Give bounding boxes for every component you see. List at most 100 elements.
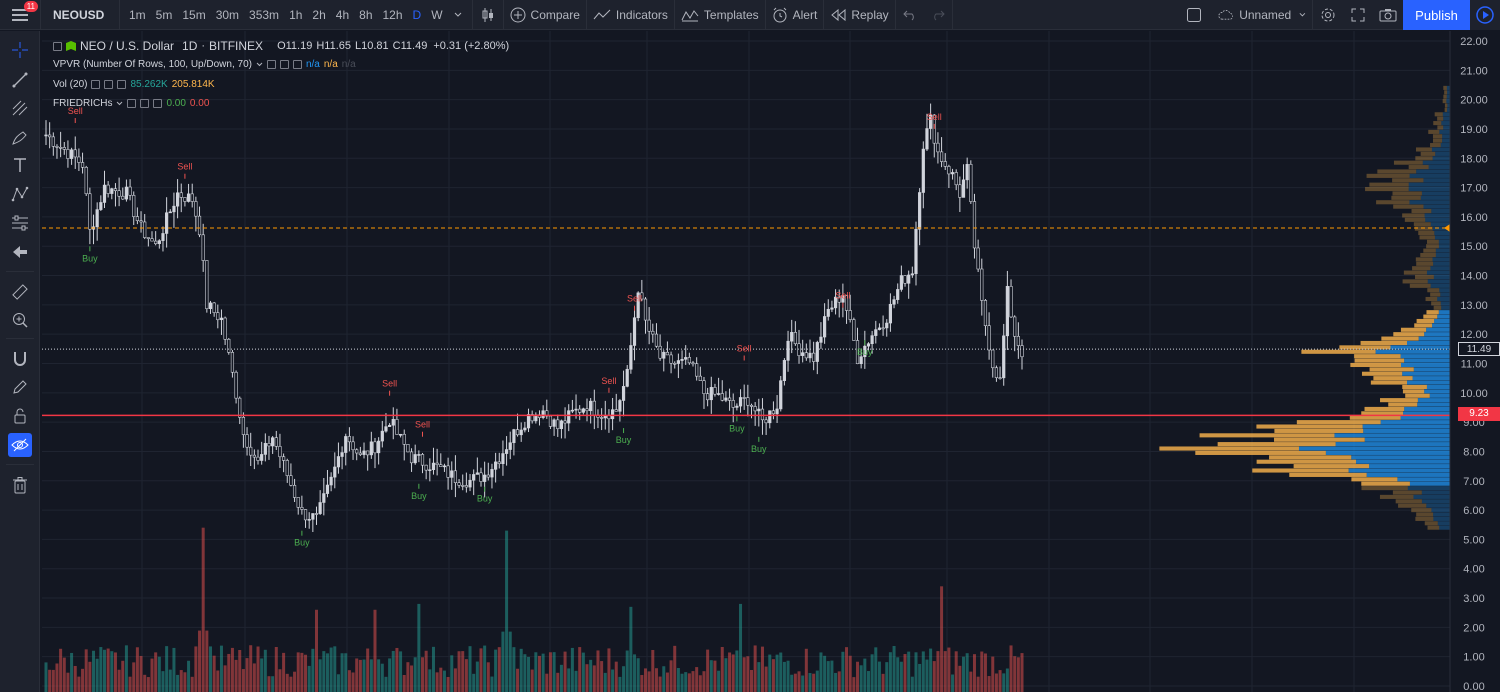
volume-bar — [1002, 673, 1006, 692]
chevron-down-icon — [1299, 13, 1306, 17]
interval-12h[interactable]: 12h — [382, 7, 403, 22]
friedrichs-label: FRIEDRICHs — [53, 98, 113, 109]
eye-icon[interactable] — [127, 99, 137, 108]
candle — [457, 479, 461, 489]
candle — [307, 512, 311, 529]
interval-1m[interactable]: 1m — [129, 7, 146, 22]
undo-button[interactable] — [896, 0, 924, 30]
interval-5m[interactable]: 5m — [155, 7, 173, 22]
magnet-tool[interactable] — [8, 347, 32, 371]
candle-body — [377, 440, 381, 454]
layout-menu-button[interactable]: Unnamed — [1212, 0, 1312, 30]
volume-bar — [333, 646, 337, 692]
gear-icon[interactable] — [279, 60, 289, 69]
interval-15m[interactable]: 15m — [182, 7, 206, 22]
fullscreen-toggle-button[interactable] — [1176, 0, 1212, 30]
close-icon[interactable] — [292, 60, 302, 69]
interval-W[interactable]: W — [431, 7, 443, 22]
gear-icon[interactable] — [140, 99, 150, 108]
gear-icon[interactable] — [104, 80, 114, 89]
candle-body — [252, 454, 256, 458]
candle-body — [581, 408, 585, 413]
candle-body — [1016, 336, 1020, 346]
volume-profile-up-row — [1404, 406, 1450, 411]
volume-legend[interactable]: Vol (20) 85.262K 205.814K — [53, 79, 215, 90]
interval-8h[interactable]: 8h — [359, 7, 373, 22]
interval-4h[interactable]: 4h — [335, 7, 350, 22]
candle-body — [1020, 345, 1024, 358]
price-chart[interactable]: Sell Buy Sell Sell Sell Buy Buy Buy Sell Sell Buy S… — [42, 31, 1500, 692]
interval-2h[interactable]: 2h — [312, 7, 326, 22]
compare-button[interactable]: Compare — [504, 0, 586, 30]
price-axis-label: 1.00 — [1463, 652, 1484, 664]
volume-profile-down-row — [1350, 362, 1401, 368]
replay-button[interactable]: Replay — [824, 0, 894, 30]
candle — [848, 294, 852, 323]
prediction-tool[interactable] — [8, 211, 32, 235]
candle-body — [420, 454, 425, 466]
eye-icon[interactable] — [266, 60, 276, 69]
volume-profile-down-row — [1339, 345, 1391, 350]
price-axis-label: 16.00 — [1460, 212, 1488, 224]
volume-profile-up-row — [1433, 274, 1450, 280]
volume-bar — [410, 665, 414, 692]
crosshair-tool[interactable] — [8, 38, 32, 62]
collapse-icon[interactable] — [53, 41, 62, 51]
alert-button[interactable]: Alert — [766, 0, 824, 30]
interval-1h[interactable]: 1h — [289, 7, 303, 22]
candle — [716, 377, 721, 396]
close-icon[interactable] — [153, 99, 163, 108]
main-series-legend: NEO / U.S. Dollar 1D · BITFINEX O11.19 H… — [53, 39, 509, 53]
volume-bar — [658, 676, 662, 692]
close-icon[interactable] — [117, 80, 127, 89]
stay-drawing-tool[interactable] — [8, 375, 32, 399]
brush-tool[interactable] — [8, 125, 32, 149]
snapshot-button[interactable] — [1373, 0, 1403, 30]
back-tool[interactable] — [8, 240, 32, 264]
volume-bar — [446, 676, 450, 692]
candle-body — [314, 513, 319, 515]
price-axis[interactable]: 22.00 21.00 20.00 19.00 18.00 17.00 16.00 15.00… — [1460, 36, 1488, 692]
hide-drawings-tool[interactable] — [8, 433, 32, 457]
candle-body — [296, 497, 300, 508]
templates-button[interactable]: Templates — [675, 0, 765, 30]
candle — [991, 349, 995, 378]
candle-body — [713, 387, 717, 395]
candle-body — [483, 474, 487, 482]
candle — [541, 405, 545, 420]
candle — [950, 168, 955, 180]
volume-bar — [230, 647, 234, 692]
candle — [775, 395, 779, 423]
publish-button[interactable]: Publish — [1403, 0, 1470, 30]
symbol-search-button[interactable]: NEOUSD — [53, 7, 105, 22]
trend-line-tool[interactable] — [8, 68, 32, 92]
candle — [271, 435, 275, 454]
ruler-tool[interactable] — [8, 280, 32, 304]
vpvr-legend[interactable]: VPVR (Number Of Rows, 100, Up/Down, 70) … — [53, 59, 356, 70]
settings-button[interactable] — [1313, 0, 1343, 30]
pattern-tool[interactable] — [8, 182, 32, 206]
main-menu-button[interactable]: 11 — [0, 0, 40, 30]
eye-icon[interactable] — [91, 80, 101, 89]
volume-profile-up-row — [1430, 283, 1450, 288]
interval-D[interactable]: D — [412, 7, 422, 22]
interval-dropdown[interactable] — [448, 0, 468, 30]
volume-profile-down-row — [1402, 384, 1427, 390]
replay-play-button[interactable] — [1470, 0, 1500, 30]
lock-tool[interactable] — [8, 404, 32, 428]
candle-body — [950, 172, 955, 175]
candle-body — [395, 419, 399, 435]
volume-profile-up-row — [1366, 472, 1450, 477]
fib-tool[interactable] — [8, 96, 32, 120]
zoom-tool[interactable] — [8, 308, 32, 332]
maximize-button[interactable] — [1343, 0, 1373, 30]
interval-30m[interactable]: 30m — [215, 7, 240, 22]
indicators-button[interactable]: Indicators — [587, 0, 674, 30]
text-tool[interactable] — [8, 153, 32, 177]
remove-drawings-tool[interactable] — [8, 473, 32, 497]
interval-353m[interactable]: 353m — [249, 7, 280, 22]
redo-button[interactable] — [924, 0, 952, 30]
chart-type-button[interactable] — [473, 0, 503, 30]
candle — [490, 463, 494, 489]
friedrichs-legend[interactable]: FRIEDRICHs 0.00 0.00 — [53, 98, 209, 109]
